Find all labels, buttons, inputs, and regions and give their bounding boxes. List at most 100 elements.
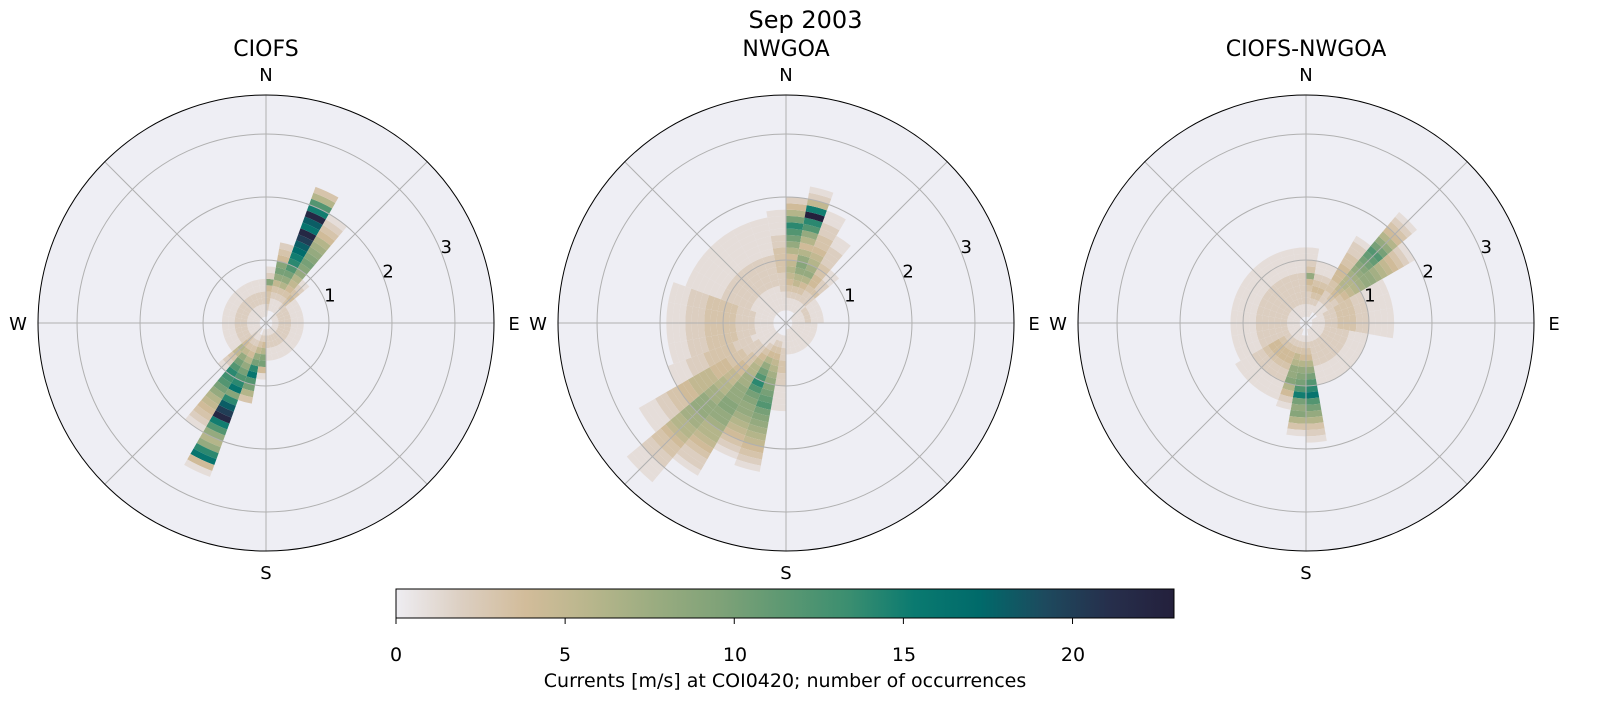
histogram-bar: [1308, 328, 1313, 335]
histogram-bar: [761, 326, 769, 332]
histogram-bar: [796, 327, 804, 333]
histogram-bar: [271, 285, 279, 294]
histogram-bar: [768, 222, 786, 230]
histogram-bar: [1329, 312, 1338, 319]
histogram-bar: [257, 366, 266, 374]
histogram-bar: [750, 333, 759, 342]
histogram-bar: [792, 306, 799, 314]
histogram-bar: [270, 326, 277, 332]
histogram-bar: [824, 210, 846, 225]
histogram-bar: [1306, 310, 1309, 317]
histogram-bar: [801, 290, 811, 299]
direction-label-W: W: [1049, 314, 1067, 335]
histogram-bar: [791, 318, 799, 322]
histogram-bar: [1273, 356, 1284, 367]
histogram-bar: [1309, 298, 1315, 306]
histogram-bar: [242, 310, 250, 317]
histogram-bar: [259, 354, 266, 361]
histogram-bar: [1246, 278, 1258, 292]
histogram-bar: [231, 377, 245, 389]
histogram-bar: [1296, 372, 1306, 380]
histogram-bar: [290, 298, 299, 308]
histogram-bar: [778, 360, 786, 368]
histogram-bar: [1274, 372, 1287, 383]
histogram-bar: [1306, 266, 1316, 274]
radial-gridline: [659, 196, 913, 450]
histogram-bar: [1330, 323, 1338, 329]
histogram-bar: [723, 323, 731, 334]
histogram-bar: [250, 358, 260, 367]
histogram-bar: [1252, 294, 1263, 306]
histogram-bar: [730, 331, 739, 343]
histogram-bar: [1262, 307, 1271, 317]
histogram-bar: [1231, 297, 1241, 311]
histogram-bar: [767, 316, 775, 321]
histogram-bar: [266, 304, 270, 311]
histogram-bar: [803, 217, 823, 229]
histogram-bar: [1295, 346, 1302, 355]
histogram-bar: [732, 222, 752, 236]
histogram-bar: [268, 334, 273, 342]
histogram-bar: [258, 360, 266, 368]
histogram-bar: [255, 291, 262, 300]
histogram-bar: [796, 313, 804, 319]
histogram-bar: [1287, 422, 1306, 431]
histogram-bar: [786, 203, 807, 212]
histogram-bar: [666, 323, 675, 344]
histogram-bar: [1312, 332, 1319, 340]
histogram-bar: [781, 341, 786, 349]
histogram-bar: [760, 361, 771, 371]
histogram-bar: [1265, 268, 1278, 280]
histogram-bar: [792, 339, 799, 347]
histogram-bar: [266, 347, 272, 355]
histogram-bar: [1306, 366, 1315, 374]
histogram-bar: [778, 278, 786, 286]
histogram-bar: [259, 304, 264, 312]
histogram-bar: [750, 304, 759, 313]
histogram-bar: [691, 306, 700, 323]
radial-tick-label: 1: [1364, 285, 1375, 306]
histogram-bar: [1306, 434, 1327, 443]
histogram-bar: [809, 312, 818, 319]
histogram-bar: [1286, 267, 1298, 276]
histogram-bar: [288, 279, 299, 290]
histogram-bar: [777, 366, 786, 374]
histogram-bar: [1306, 272, 1315, 280]
histogram-bar: [278, 295, 287, 304]
histogram-bar: [801, 275, 812, 285]
histogram-bar: [1280, 248, 1294, 258]
histogram-bar: [1306, 360, 1314, 368]
histogram-bar: [693, 254, 709, 273]
histogram-bar: [1343, 323, 1351, 331]
histogram-bar: [1291, 397, 1306, 405]
histogram-bar: [1280, 388, 1294, 398]
histogram-bar: [1268, 323, 1275, 330]
histogram-bar: [800, 332, 808, 340]
histogram-bar: [224, 335, 234, 346]
histogram-bar: [751, 377, 765, 389]
histogram-bar: [1267, 294, 1278, 305]
histogram-bar: [763, 281, 774, 291]
histogram-bar: [1325, 335, 1334, 344]
histogram-bar: [1337, 316, 1344, 323]
histogram-bar: [766, 209, 786, 218]
histogram-bar: [1249, 313, 1257, 323]
histogram-bar: [1273, 279, 1284, 290]
histogram-bar: [757, 394, 773, 404]
histogram-bar: [229, 361, 241, 373]
histogram-bar: [761, 314, 769, 320]
histogram-bar: [775, 291, 782, 300]
histogram-bar: [1295, 291, 1302, 300]
radial-gridline: [1116, 133, 1496, 513]
histogram-bar: [770, 358, 780, 367]
histogram-bar: [1293, 332, 1300, 340]
histogram-bar: [1360, 288, 1372, 302]
histogram-bar: [278, 281, 289, 291]
histogram-bar: [780, 347, 786, 355]
histogram-bar: [212, 410, 232, 424]
histogram-bar: [1255, 314, 1263, 323]
histogram-bar: [1268, 316, 1275, 323]
histogram-bar: [236, 331, 245, 339]
histogram-bar: [298, 228, 317, 242]
histogram-bar: [795, 329, 803, 336]
